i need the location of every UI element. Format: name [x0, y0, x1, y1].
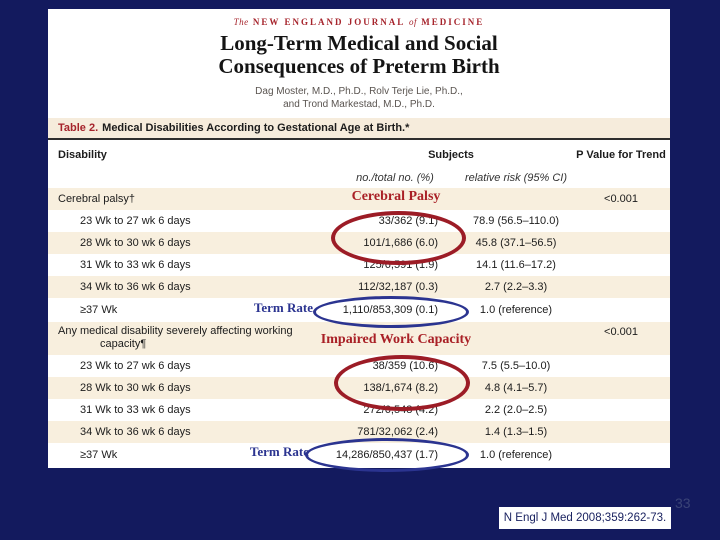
disability-cell: 28 Wk to 30 wk 6 days [80, 382, 191, 394]
header-subjects: Subjects [428, 149, 474, 161]
section-header-row: Cerebral palsy† <0.001 [48, 188, 670, 210]
relative-risk-cell: 1.4 (1.3–1.5) [484, 426, 548, 438]
page-number: 33 [675, 495, 691, 511]
p-value-cell: <0.001 [604, 326, 638, 338]
term-rate-annotation-lower: Term Rate [249, 444, 309, 459]
table-caption: Table 2. Medical Disabilities According … [48, 118, 670, 140]
relative-risk-cell: 2.7 (2.2–3.3) [484, 281, 548, 293]
relative-risk-cell: 4.8 (4.1–5.7) [484, 382, 548, 394]
p-value-cell: <0.001 [604, 193, 638, 205]
article-title-line-2: Consequences of Preterm Birth [218, 54, 500, 78]
citation-box: N Engl J Med 2008;359:262-73. [499, 507, 671, 529]
relative-risk-cell: 14.1 (11.6–17.2) [476, 259, 556, 271]
disability-cell: 34 Wk to 36 wk 6 days [80, 281, 191, 293]
disability-cell: 31 Wk to 33 wk 6 days [80, 259, 191, 271]
relative-risk-cell: 7.5 (5.5–10.0) [481, 360, 551, 372]
article-title: Long-Term Medical and Social Consequence… [48, 32, 670, 78]
masthead-medicine: MEDICINE [421, 17, 485, 27]
ratio-cell: 781/32,062 (2.4) [357, 426, 438, 438]
term-rate-annotation-upper: Term Rate [253, 300, 313, 315]
table-caption-text: Medical Disabilities According to Gestat… [102, 122, 410, 134]
disability-table: Disability Subjects P Value for Trend no… [48, 142, 670, 467]
ratio-cell: 112/32,187 (0.3) [358, 281, 438, 293]
article-title-line-1: Long-Term Medical and Social [220, 31, 498, 55]
subheader-relative-risk: relative risk (95% CI) [464, 172, 568, 184]
blue-ellipse-term-rate-lower [305, 438, 469, 472]
table-header-row: Disability Subjects P Value for Trend [48, 142, 670, 168]
disability-cell: 28 Wk to 30 wk 6 days [80, 237, 191, 249]
cerebral-palsy-annotation: Cerebral Palsy [351, 189, 441, 204]
relative-risk-cell: 1.0 (reference) [479, 449, 553, 461]
header-disability: Disability [58, 149, 107, 161]
table-row: 34 Wk to 36 wk 6 days 112/32,187 (0.3) 2… [48, 276, 670, 298]
disability-cell: ≥37 Wk [80, 449, 118, 461]
table-subheader-row: no./total no. (%) relative risk (95% CI) [48, 168, 670, 188]
section-header-row: Any medical disability severely affectin… [48, 322, 670, 355]
relative-risk-cell: 45.8 (37.1–56.5) [475, 237, 557, 249]
masthead-of: of [409, 17, 418, 27]
subheader-ratio: no./total no. (%) [356, 172, 434, 184]
table-row: 34 Wk to 36 wk 6 days 781/32,062 (2.4) 1… [48, 421, 670, 443]
citation-text: N Engl J Med 2008;359:262-73. [503, 512, 667, 524]
relative-risk-cell: 1.0 (reference) [479, 304, 553, 316]
disability-cell: 31 Wk to 33 wk 6 days [80, 404, 191, 416]
blue-ellipse-term-rate-upper [313, 296, 469, 328]
authors-line-2: and Trond Markestad, M.D., Ph.D. [283, 99, 435, 110]
disability-cell: 23 Wk to 27 wk 6 days [80, 215, 191, 227]
disability-cell: 23 Wk to 27 wk 6 days [80, 360, 191, 372]
relative-risk-cell: 2.2 (2.0–2.5) [484, 404, 548, 416]
header-p-value: P Value for Trend [576, 149, 666, 161]
disability-cell: 34 Wk to 36 wk 6 days [80, 426, 191, 438]
impaired-work-capacity-annotation: Impaired Work Capacity [320, 332, 472, 347]
masthead-journal-name: NEW ENGLAND JOURNAL [252, 17, 405, 27]
red-ellipse-cerebral-palsy [331, 211, 466, 265]
masthead-the: The [233, 17, 249, 27]
red-ellipse-impaired-work [334, 355, 470, 411]
relative-risk-cell: 78.9 (56.5–110.0) [472, 215, 560, 227]
authors-line-1: Dag Moster, M.D., Ph.D., Rolv Terje Lie,… [255, 86, 463, 97]
disability-cell: Cerebral palsy† [58, 193, 136, 205]
author-list: Dag Moster, M.D., Ph.D., Rolv Terje Lie,… [48, 85, 670, 111]
table-caption-label: Table 2. [58, 122, 99, 134]
journal-masthead: The NEW ENGLAND JOURNAL of MEDICINE [48, 17, 670, 27]
disability-cell: Any medical disability severely affectin… [58, 325, 293, 350]
disability-cell: ≥37 Wk [80, 304, 118, 316]
